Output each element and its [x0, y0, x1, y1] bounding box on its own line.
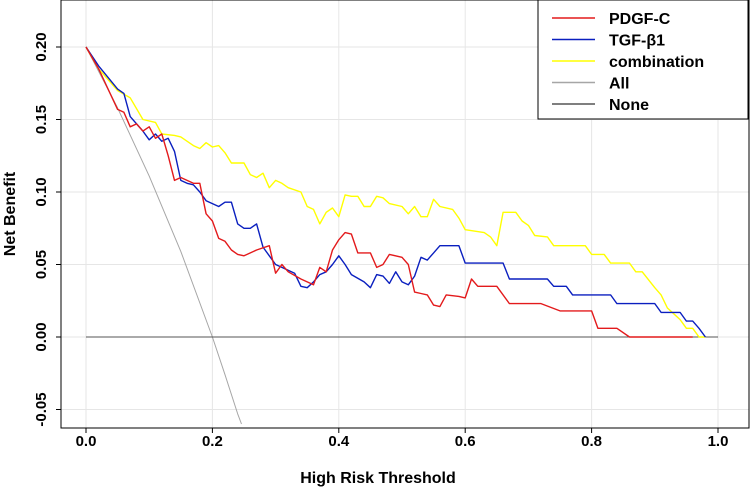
y-axis: -0.05 0.00 0.05 0.10 0.15 0.20 [33, 32, 61, 427]
series-line-combination [85, 46, 706, 338]
legend-label: None [609, 97, 649, 114]
legend-box [537, 0, 749, 120]
y-tick-label: 0.05 [33, 250, 50, 279]
y-tick-label: 0.00 [33, 322, 50, 351]
series-layer [85, 46, 718, 425]
series-line-tgf-1 [85, 46, 706, 338]
x-tick-label: 0.4 [328, 433, 350, 450]
x-tick-label: 1.0 [708, 433, 729, 450]
y-axis-title: Net Benefit [2, 171, 19, 256]
legend-label: combination [609, 54, 704, 71]
legend-label: All [609, 76, 629, 93]
y-tick-label: 0.20 [33, 32, 50, 61]
x-tick-label: 0.8 [581, 433, 602, 450]
x-tick-label: 0.2 [202, 433, 223, 450]
plot-frame [60, 0, 750, 429]
x-tick-label: 0.0 [76, 433, 97, 450]
y-tick-label: -0.05 [33, 392, 50, 426]
x-tick-label: 0.6 [455, 433, 476, 450]
legend: PDGF-C TGF-β1 combination All None [537, 0, 749, 120]
x-axis: 0.0 0.2 0.4 0.6 0.8 1.0 [76, 428, 729, 450]
x-axis-title: High Risk Threshold [300, 470, 456, 487]
series-line-pdgf-c [85, 46, 693, 338]
series-line-all [85, 46, 242, 425]
legend-label: TGF-β1 [609, 33, 665, 50]
legend-label: PDGF-C [609, 11, 671, 28]
y-tick-label: 0.15 [33, 105, 50, 134]
y-tick-label: 0.10 [33, 177, 50, 206]
